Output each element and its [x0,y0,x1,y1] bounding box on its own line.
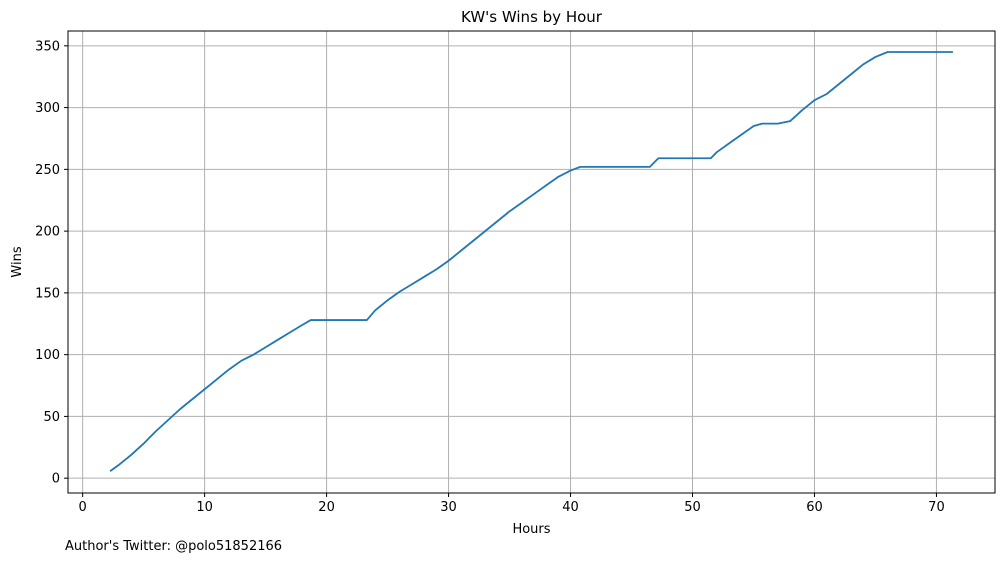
y-tick-label: 50 [43,410,60,425]
x-tick-label: 30 [440,500,457,515]
x-tick-label: 60 [806,500,823,515]
x-tick-label: 40 [562,500,579,515]
x-tick-label: 10 [196,500,213,515]
x-tick-label: 20 [318,500,335,515]
y-tick-label: 150 [35,286,60,301]
x-tick-label: 50 [684,500,701,515]
y-axis: 0 50 100 150 200 250 300 350 [35,39,68,487]
grid [68,31,995,493]
y-axis-label: Wins [10,246,25,277]
y-tick-label: 200 [35,225,60,240]
y-tick-label: 0 [52,472,60,487]
x-axis: 0 10 20 30 40 50 60 70 [78,493,945,515]
plot-frame [67,30,996,494]
y-tick-label: 250 [35,163,60,178]
series-layer [109,51,954,472]
x-axis-label: Hours [512,522,550,537]
chart-title: KW's Wins by Hour [461,8,603,26]
x-tick-label: 0 [78,500,86,515]
series-line-wins [109,51,954,472]
author-twitter-note: Author's Twitter: @polo51852166 [65,539,282,554]
y-tick-label: 350 [35,39,60,54]
x-tick-label: 70 [928,500,945,515]
y-tick-label: 300 [35,101,60,116]
y-tick-label: 100 [35,348,60,363]
